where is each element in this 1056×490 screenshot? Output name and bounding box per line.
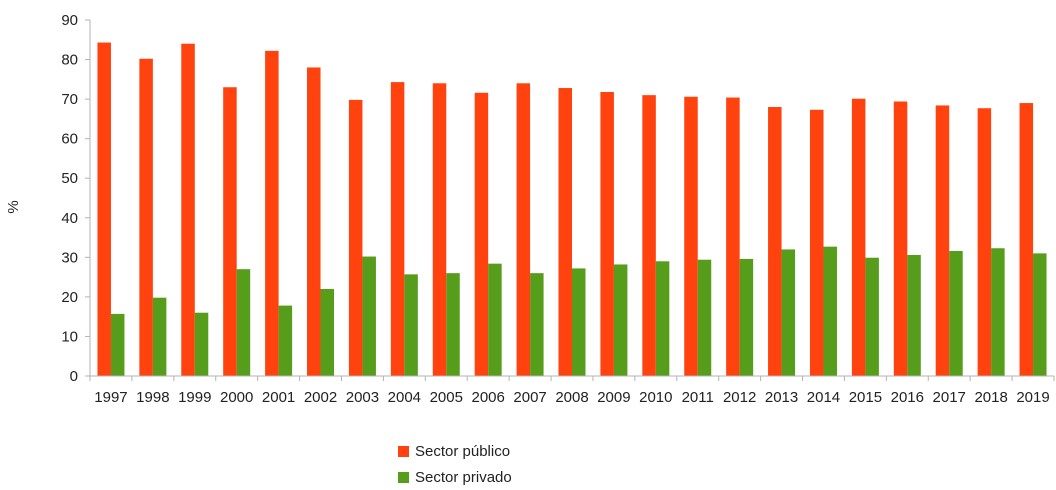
- bar-sector-privado: [739, 258, 754, 376]
- bar-sector-publico: [181, 43, 195, 376]
- legend: Sector público Sector privado: [398, 438, 512, 490]
- y-tick-label: 80: [61, 52, 78, 69]
- x-tick-label: 2017: [933, 389, 966, 406]
- x-tick-label: 2006: [471, 389, 504, 406]
- bar-sector-privado: [530, 273, 544, 376]
- x-tick-label: 2003: [346, 389, 379, 406]
- bar-sector-publico: [348, 99, 363, 376]
- bar-sector-privado: [655, 261, 670, 376]
- legend-label: Sector privado: [415, 468, 512, 486]
- bar-sector-publico: [977, 108, 992, 376]
- bar-sector-privado: [446, 273, 460, 376]
- x-tick-label: 1999: [178, 389, 211, 406]
- bar-sector-publico: [265, 50, 279, 376]
- x-tick-label: 2008: [555, 389, 588, 406]
- bar-chart: 0 10 20 30 40 50 60 70 80 90 1997 1998 1999 2000 2001…: [5, 12, 1055, 406]
- legend-label: Sector público: [415, 442, 511, 460]
- bar-sector-publico: [139, 58, 153, 377]
- y-tick-label: 20: [61, 289, 78, 306]
- y-tick-label: 30: [61, 249, 78, 266]
- legend-item-sector-privado: Sector privado: [398, 464, 512, 490]
- bar-sector-privado: [572, 268, 586, 376]
- x-tick-label: 2009: [597, 389, 630, 406]
- x-tick-label: 1998: [136, 389, 169, 406]
- bar-sector-privado: [613, 264, 628, 376]
- x-tick-label: 2018: [974, 389, 1007, 406]
- bar-sector-privado: [865, 257, 879, 376]
- bar-sector-privado: [404, 274, 418, 376]
- legend-item-sector-publico: Sector público: [398, 438, 512, 464]
- bar-sector-privado: [949, 251, 963, 376]
- bar-sector-privado: [1033, 253, 1047, 376]
- x-tick-label: 2012: [723, 389, 756, 406]
- bar-sector-privado: [152, 297, 167, 376]
- x-tick-label: 2015: [849, 389, 882, 406]
- x-tick-label: 2005: [430, 389, 463, 406]
- bar-sector-publico: [474, 92, 489, 376]
- bar-sector-publico: [642, 95, 656, 377]
- y-tick-label: 0: [70, 368, 78, 385]
- bar-sector-privado: [194, 312, 209, 376]
- bar-sector-publico: [935, 105, 950, 376]
- bar-sector-publico: [223, 87, 237, 376]
- x-axis: 1997 1998 1999 2000 2001 2002 2003 2004 2005 2006…: [89, 375, 1055, 406]
- bar-sector-privado: [697, 259, 712, 376]
- bar-sector-publico: [851, 98, 866, 377]
- y-axis-label: %: [5, 200, 22, 213]
- x-tick-label: 2011: [682, 389, 714, 406]
- x-tick-label: 2013: [765, 389, 798, 406]
- y-tick-label: 70: [61, 91, 78, 108]
- bar-sector-publico: [558, 88, 572, 376]
- legend-swatch-sector-publico: [398, 445, 409, 457]
- y-tick-label: 90: [61, 12, 78, 29]
- bar-sector-privado: [991, 248, 1005, 376]
- bar-sector-publico: [600, 91, 614, 376]
- x-tick-label: 2007: [513, 389, 546, 406]
- legend-swatch-sector-privado: [398, 471, 409, 483]
- x-tick-label: 2002: [304, 389, 337, 406]
- x-tick-label: 2000: [220, 389, 253, 406]
- bar-sector-publico: [307, 67, 321, 376]
- y-tick-label: 50: [61, 170, 78, 187]
- bar-sector-privado: [907, 254, 921, 376]
- bar-sector-publico: [768, 107, 782, 377]
- bar-sector-publico: [893, 101, 908, 377]
- bar-sector-privado: [362, 256, 376, 376]
- x-tick-label: 1997: [94, 389, 127, 406]
- y-tick-label: 40: [61, 210, 78, 227]
- bar-sector-publico: [726, 97, 740, 376]
- bar-sector-privado: [110, 313, 125, 376]
- bar-sector-publico: [684, 96, 698, 376]
- y-tick-label: 10: [61, 328, 78, 345]
- bar-sector-privado: [781, 249, 796, 376]
- x-tick-label: 2019: [1016, 389, 1049, 406]
- bar-sector-privado: [278, 305, 293, 376]
- bar-series: [97, 42, 1047, 377]
- y-axis-ticks: 0 10 20 30 40 50 60 70 80 90: [61, 12, 91, 385]
- bar-sector-publico: [516, 83, 531, 377]
- y-tick-label: 60: [61, 131, 78, 148]
- bar-sector-publico: [1019, 103, 1034, 377]
- bar-sector-privado: [236, 269, 251, 376]
- bar-sector-privado: [823, 246, 837, 376]
- x-tick-label: 2001: [262, 389, 295, 406]
- bar-sector-privado: [488, 263, 502, 376]
- bar-sector-publico: [390, 82, 405, 376]
- bar-sector-publico: [809, 109, 824, 377]
- x-tick-label: 2004: [388, 389, 421, 406]
- x-tick-label: 2010: [639, 389, 672, 406]
- x-tick-label: 2014: [807, 389, 840, 406]
- bar-sector-publico: [432, 83, 447, 377]
- x-tick-label: 2016: [891, 389, 924, 406]
- bar-sector-publico: [97, 42, 111, 377]
- bar-sector-privado: [320, 288, 335, 376]
